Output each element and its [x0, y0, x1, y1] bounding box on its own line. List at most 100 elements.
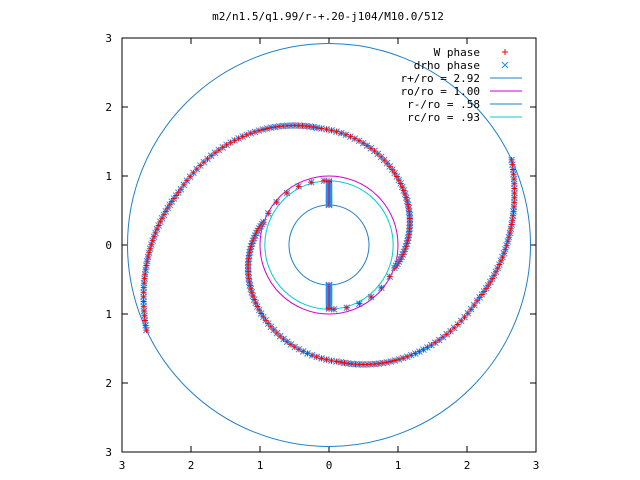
w-phase-point: [333, 358, 340, 365]
x-tick-label: 1: [395, 459, 402, 472]
w-phase-point: [145, 253, 152, 260]
w-phase-point: [337, 359, 344, 366]
w-phase-point: [277, 333, 284, 340]
w-phase-point: [197, 162, 204, 169]
w-phase-point: [272, 123, 279, 130]
y-tick-label: 3: [105, 446, 112, 459]
w-phase-point: [328, 357, 335, 364]
w-phase-point: [323, 126, 330, 133]
w-phase-point: [168, 198, 175, 205]
w-phase-point: [436, 336, 443, 343]
w-phase-point: [485, 282, 492, 289]
w-phase-point: [147, 245, 154, 252]
w-phase-point: [273, 199, 280, 206]
w-phase-point: [328, 127, 335, 134]
w-phase-point: [142, 266, 149, 273]
w-phase-point: [468, 306, 475, 313]
reference-circle: [259, 175, 399, 315]
w-phase-point: [276, 123, 283, 130]
w-phase-point: [458, 317, 465, 324]
w-phase-point: [262, 317, 269, 324]
legend-label: W phase: [434, 46, 480, 59]
w-phase-point: [432, 339, 439, 346]
w-phase-point: [483, 285, 490, 292]
w-phase-point: [381, 156, 388, 163]
w-phase-point: [454, 321, 461, 328]
w-phase-point: [451, 324, 458, 331]
w-phase-point: [142, 322, 149, 329]
y-tick-label: 0: [105, 239, 112, 252]
legend-label: ro/ro = 1.00: [401, 85, 480, 98]
w-phase-point: [193, 166, 200, 173]
w-phase-point: [508, 156, 515, 163]
x-tick-label: 1: [257, 459, 264, 472]
w-phase-point: [389, 166, 396, 173]
w-phase-point: [440, 334, 447, 341]
y-tick-label: 2: [105, 101, 112, 114]
w-phase-point: [506, 230, 513, 237]
w-phase-point: [141, 312, 148, 319]
y-tick-label: 2: [105, 377, 112, 390]
w-phase-point: [267, 323, 274, 330]
w-phase-point: [215, 147, 222, 154]
w-phase-point: [170, 195, 177, 202]
w-phase-point: [510, 171, 517, 178]
w-phase-point: [211, 149, 218, 156]
w-phase-point: [318, 125, 325, 132]
w-phase-point: [386, 273, 393, 280]
x-tick-label: 2: [188, 459, 195, 472]
w-phase-point: [318, 355, 325, 362]
w-phase-point: [273, 330, 280, 337]
w-phase-point: [283, 190, 290, 197]
x-tick-label: 3: [119, 459, 126, 472]
w-phase-point: [323, 356, 330, 363]
w-phase-point: [371, 148, 378, 155]
w-phase-point: [396, 356, 403, 363]
w-phase-point: [393, 173, 400, 180]
w-phase-point: [268, 124, 275, 131]
w-phase-point: [258, 310, 265, 317]
w-phase-point: [504, 238, 511, 245]
w-phase-point: [383, 359, 390, 366]
w-phase-point: [510, 166, 517, 173]
w-phase-point: [391, 170, 398, 177]
w-phase-point: [204, 155, 211, 162]
w-phase-point: [343, 304, 350, 311]
w-phase-point: [265, 210, 272, 217]
w-phase-point: [200, 159, 207, 166]
w-phase-point: [260, 313, 267, 320]
w-phase-point: [356, 300, 363, 307]
w-phase-point: [308, 179, 315, 186]
w-phase-point: [264, 125, 271, 132]
chart-title: m2/n1.5/q1.99/r-+.20-j104/M10.0/512: [212, 10, 444, 23]
w-phase-point: [509, 217, 516, 224]
reference-circle: [127, 43, 531, 447]
x-tick-label: 3: [533, 459, 540, 472]
w-phase-point: [190, 169, 197, 176]
w-phase-point: [378, 153, 385, 160]
legend-label: rc/ro = .93: [407, 111, 480, 124]
w-phase-point: [509, 212, 516, 219]
legend-label: r-/ro = .58: [407, 98, 480, 111]
w-phase-point: [447, 328, 454, 335]
legend-marker-plus: [502, 49, 508, 55]
w-phase-point: [503, 242, 510, 249]
data-points: [140, 122, 518, 368]
reference-circle: [288, 204, 370, 286]
w-phase-point: [177, 186, 184, 193]
w-phase-point: [321, 177, 328, 184]
w-phase-point: [368, 293, 375, 300]
w-phase-point: [330, 306, 337, 313]
w-phase-point: [142, 271, 149, 278]
w-phase-point: [245, 275, 252, 282]
w-phase-point: [208, 152, 215, 159]
w-phase-point: [166, 201, 173, 208]
w-phase-point: [474, 297, 481, 304]
w-phase-point: [378, 284, 385, 291]
w-phase-point: [333, 128, 340, 135]
w-phase-point: [509, 161, 516, 168]
w-phase-point: [387, 358, 394, 365]
w-phase-point: [505, 234, 512, 241]
w-phase-point: [341, 359, 348, 366]
